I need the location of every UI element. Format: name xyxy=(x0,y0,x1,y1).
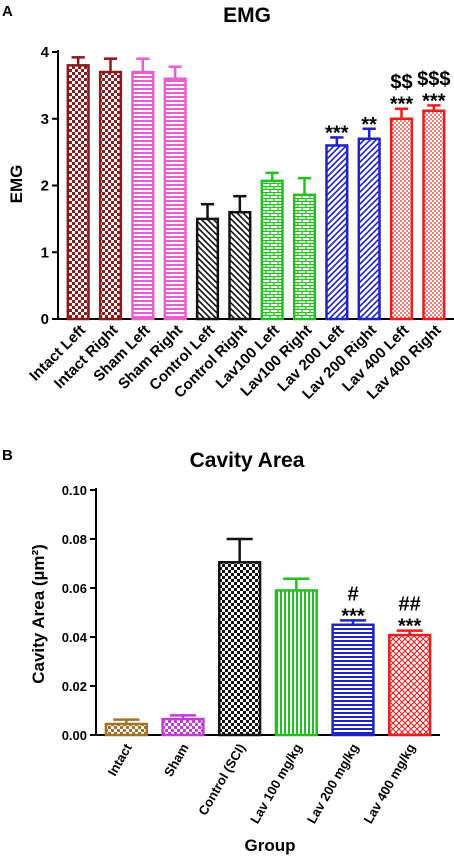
bar xyxy=(357,137,381,321)
y-tick-label: 4 xyxy=(41,44,50,61)
panel-a-title: EMG xyxy=(223,4,271,27)
bar xyxy=(66,64,90,321)
bar xyxy=(195,217,220,321)
significance-label: $$$ xyxy=(417,68,450,90)
bar xyxy=(389,117,414,321)
x-tick-label: Intact xyxy=(105,740,136,778)
y-tick-label: 3 xyxy=(41,111,49,128)
significance-label: *** xyxy=(422,90,446,112)
bar xyxy=(228,210,252,321)
y-tick-label: 1 xyxy=(41,244,49,261)
y-tick-label: 0.10 xyxy=(62,483,87,498)
y-tick-label: 0.00 xyxy=(62,728,87,743)
significance-label: ** xyxy=(361,114,377,136)
y-tick-label: 0.08 xyxy=(62,532,87,547)
panel-b-letter: B xyxy=(2,447,13,464)
panel-a-y-axis-label: EMG xyxy=(7,165,26,204)
significance-label: $$ xyxy=(390,72,412,94)
panel-b-title: Cavity Area xyxy=(190,449,305,472)
bar xyxy=(274,589,318,737)
significance-label: *** xyxy=(390,94,414,116)
x-tick-label: Lav 200 mg/kg xyxy=(304,741,362,826)
bar xyxy=(104,722,148,737)
bar xyxy=(98,70,123,321)
bar xyxy=(161,717,205,737)
bar xyxy=(218,561,262,737)
bar xyxy=(163,77,187,321)
x-tick-label: Sham xyxy=(161,741,192,779)
y-tick-label: 0.02 xyxy=(62,679,87,694)
panel-b-x-axis-label: Group xyxy=(245,836,296,855)
significance-label: ## xyxy=(399,594,421,616)
bar xyxy=(260,179,284,321)
x-tick-label: Control (SCI) xyxy=(195,741,248,818)
bar xyxy=(325,144,349,321)
y-tick-label: 0.04 xyxy=(62,630,88,645)
bar xyxy=(292,193,317,321)
y-tick-label: 0 xyxy=(41,311,49,328)
significance-label: *** xyxy=(341,605,365,627)
x-tick-label: Lav 400 mg/kg xyxy=(360,741,418,826)
y-tick-label: 0.06 xyxy=(62,581,87,596)
y-tick-label: 2 xyxy=(41,178,49,195)
significance-label: # xyxy=(347,583,358,605)
bar xyxy=(131,70,155,321)
panel-b-y-axis-label: Cavity Area (µm²) xyxy=(29,544,48,684)
significance-label: *** xyxy=(398,616,422,638)
panel-b-y-axis-label-text: Cavity Area (µm²) xyxy=(29,544,48,684)
bar xyxy=(331,623,375,737)
panel-b-plot: 0.00 0.02 0.04 0.06 0.08 0.10 Intact Sham Contro… xyxy=(62,483,440,826)
significance-label: *** xyxy=(325,122,349,144)
bar xyxy=(422,109,446,321)
panel-b: B Cavity Area Cavity Area (µm²) Group 0.… xyxy=(2,447,440,855)
panel-a-letter: A xyxy=(2,3,13,20)
bar xyxy=(388,633,432,737)
x-tick-label: Lav 100 mg/kg xyxy=(247,741,305,826)
